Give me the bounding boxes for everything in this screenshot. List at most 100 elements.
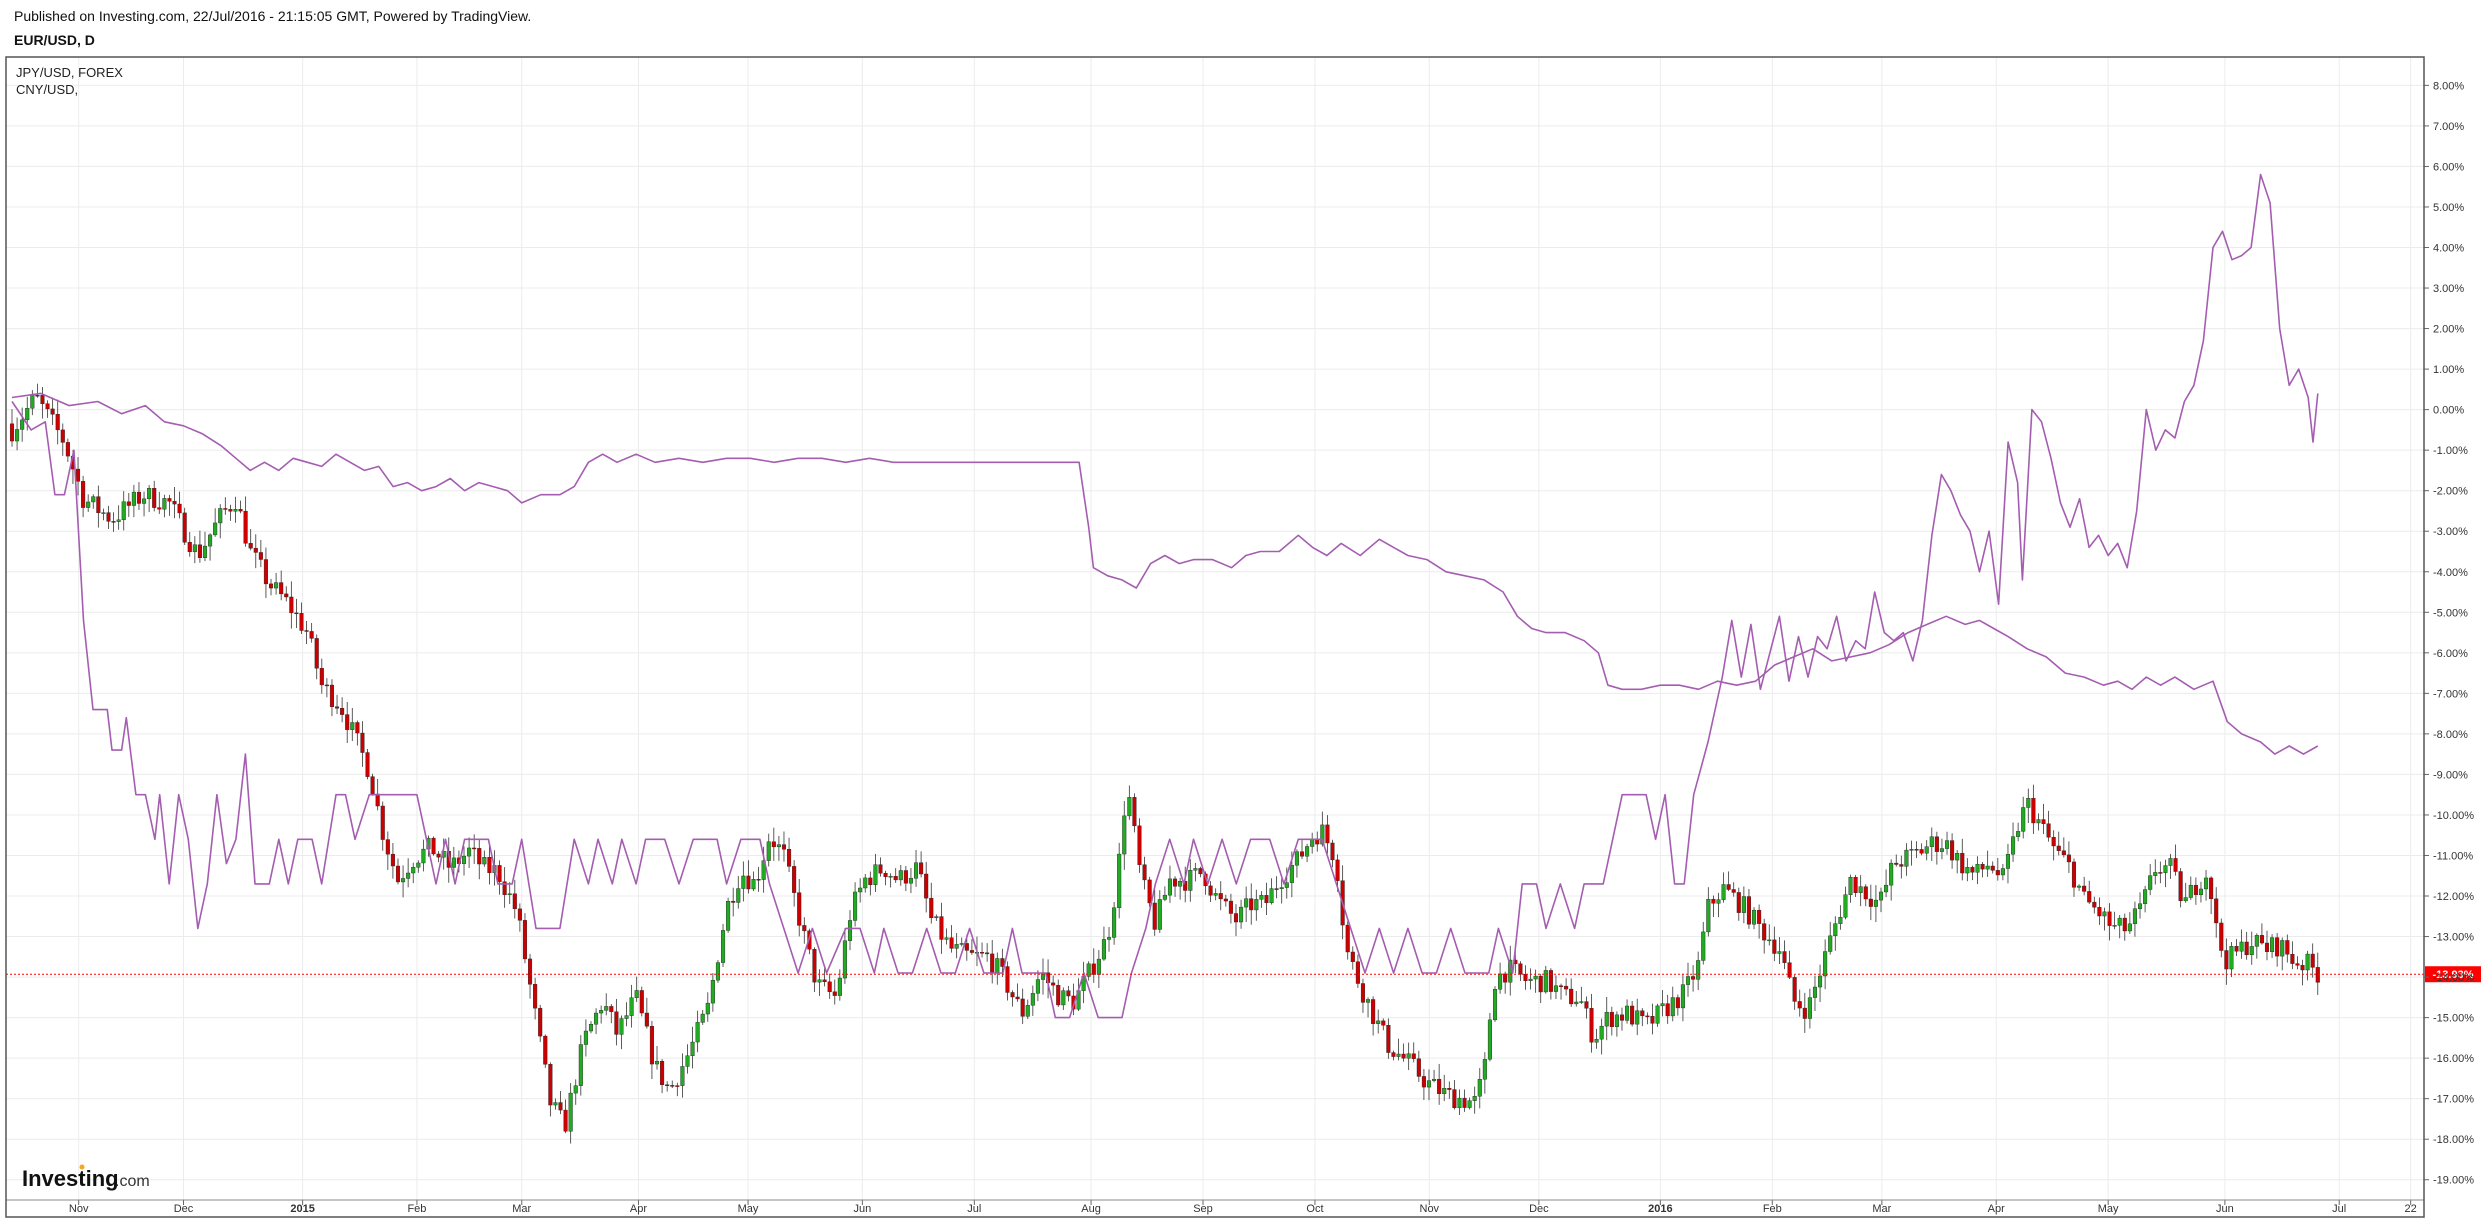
- candle-body: [1086, 963, 1091, 977]
- candle-body: [1741, 896, 1746, 913]
- candle-body: [517, 908, 522, 921]
- candle-body: [1812, 986, 1818, 998]
- candle: [1726, 871, 1731, 892]
- candle: [1005, 961, 1010, 1001]
- candle: [416, 860, 421, 873]
- candle-body: [1675, 997, 1680, 1009]
- candle: [1178, 877, 1183, 900]
- candle-body: [548, 1064, 553, 1106]
- candle-body: [202, 545, 208, 558]
- candle: [2280, 937, 2285, 971]
- candle-body: [868, 877, 873, 885]
- candle: [1518, 961, 1523, 981]
- candle-body: [1569, 988, 1574, 1005]
- candle-body: [1462, 1097, 1467, 1108]
- grid: [6, 57, 2424, 1200]
- candle: [1625, 999, 1630, 1024]
- candle: [1061, 987, 1066, 1010]
- y-tick-label: 3.00%: [2433, 283, 2464, 295]
- candle: [1467, 1097, 1472, 1110]
- candle-body: [1294, 851, 1299, 866]
- candle-body: [55, 414, 60, 431]
- candle-body: [263, 559, 268, 585]
- candle: [192, 536, 197, 564]
- candle: [827, 973, 832, 999]
- candle-body: [65, 442, 70, 457]
- logo-main: Investing: [22, 1166, 119, 1191]
- candle: [1452, 1080, 1457, 1110]
- candle-body: [248, 543, 253, 549]
- candle-body: [1818, 975, 1823, 988]
- candle: [2127, 912, 2132, 934]
- candle-body: [985, 952, 990, 955]
- candle: [86, 494, 91, 512]
- candle: [1371, 996, 1376, 1036]
- candle-body: [2290, 954, 2295, 964]
- candle-body: [1432, 1078, 1437, 1081]
- candle-body: [152, 488, 157, 508]
- candle: [1223, 894, 1228, 907]
- candle-body: [223, 508, 228, 510]
- candle: [289, 581, 294, 629]
- candle-body: [629, 997, 634, 1016]
- candle-body: [81, 481, 86, 508]
- candle-body: [1955, 853, 1960, 861]
- candle-body: [365, 752, 370, 777]
- candle-body: [2244, 941, 2249, 956]
- candle-body: [695, 1022, 700, 1043]
- candle: [726, 897, 731, 933]
- candle-body: [797, 892, 802, 926]
- candle-body: [350, 722, 355, 730]
- candle: [162, 494, 167, 518]
- candle-body: [1660, 1003, 1665, 1007]
- candle: [568, 1083, 573, 1144]
- candle-body: [1635, 1010, 1640, 1025]
- candle-body: [2239, 941, 2244, 952]
- candle: [1762, 918, 1767, 954]
- candle: [1345, 921, 1350, 960]
- chart-frame: [5, 56, 2425, 1218]
- candle-body: [274, 582, 279, 589]
- y-tick-label: -18.00%: [2433, 1134, 2474, 1146]
- candle: [721, 923, 726, 968]
- candle-body: [863, 877, 868, 889]
- candle-body: [578, 1044, 583, 1086]
- candle-body: [2132, 908, 2137, 925]
- candle-body: [2275, 937, 2280, 957]
- candle-body: [690, 1041, 695, 1056]
- candle: [1685, 962, 1691, 997]
- candle: [1462, 1089, 1467, 1112]
- candle: [2041, 803, 2046, 834]
- candle-body: [781, 844, 787, 850]
- candle-body: [2092, 901, 2097, 908]
- candle-body: [634, 990, 639, 998]
- candle-body: [15, 429, 20, 442]
- candle: [863, 873, 868, 893]
- candle: [2224, 938, 2229, 985]
- candle: [1614, 1011, 1619, 1037]
- candle: [1914, 841, 1919, 859]
- candle-body: [1492, 989, 1498, 1021]
- candle: [969, 939, 974, 955]
- candle-body: [649, 1026, 654, 1065]
- candle-body: [162, 498, 167, 510]
- candle: [939, 902, 944, 954]
- candle: [2071, 858, 2077, 897]
- y-tick-label: -7.00%: [2433, 688, 2468, 700]
- candle-body: [304, 630, 309, 632]
- candle: [1792, 975, 1797, 1010]
- candle: [1894, 854, 1899, 867]
- candle-body: [177, 503, 182, 514]
- y-tick-label: -5.00%: [2433, 607, 2468, 619]
- candle: [1528, 968, 1533, 990]
- logo-dot: [79, 1164, 85, 1170]
- candle: [1853, 874, 1858, 897]
- candle: [411, 862, 416, 884]
- y-tick-label: -15.00%: [2433, 1013, 2474, 1025]
- candle: [101, 508, 106, 521]
- series-line-cnyusd: [11, 173, 2319, 1019]
- y-tick-label: -16.00%: [2433, 1053, 2474, 1065]
- candle-body: [522, 920, 527, 960]
- candle-body: [1244, 898, 1249, 908]
